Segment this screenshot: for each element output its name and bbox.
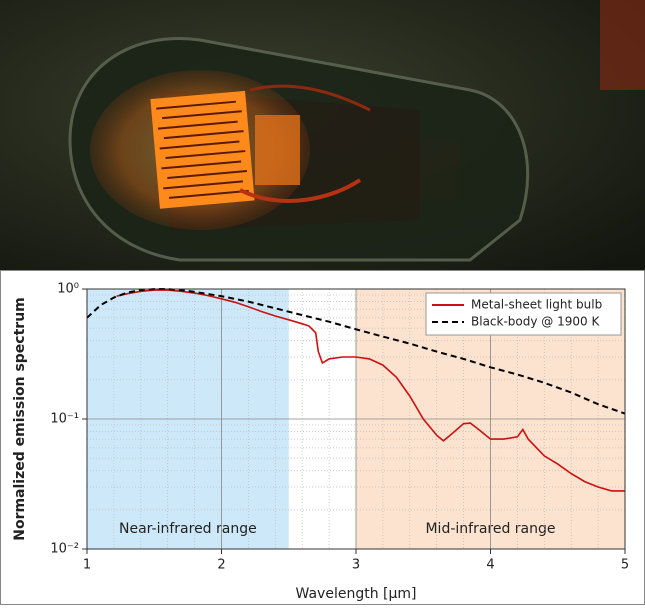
legend-label: Black-body @ 1900 K [471,315,600,329]
x-tick-label: 2 [217,558,225,573]
x-axis-label: Wavelength [μm] [296,586,417,602]
region-label: Near-infrared range [119,521,257,537]
x-tick-label: 1 [83,558,91,573]
x-tick-label: 3 [352,558,360,573]
x-tick-label: 4 [486,558,494,573]
y-tick-label: 10⁻¹ [50,412,79,427]
photo [0,0,645,270]
y-tick-label: 10⁰ [57,282,79,297]
y-tick-label: 10⁻² [50,542,79,557]
figure: Wavelength [μm] Normalized emission spec… [0,0,645,605]
legend-label: Metal-sheet light bulb [471,298,602,312]
y-axis-label: Normalized emission spectrum [12,297,28,541]
x-tick-label: 5 [621,558,629,573]
